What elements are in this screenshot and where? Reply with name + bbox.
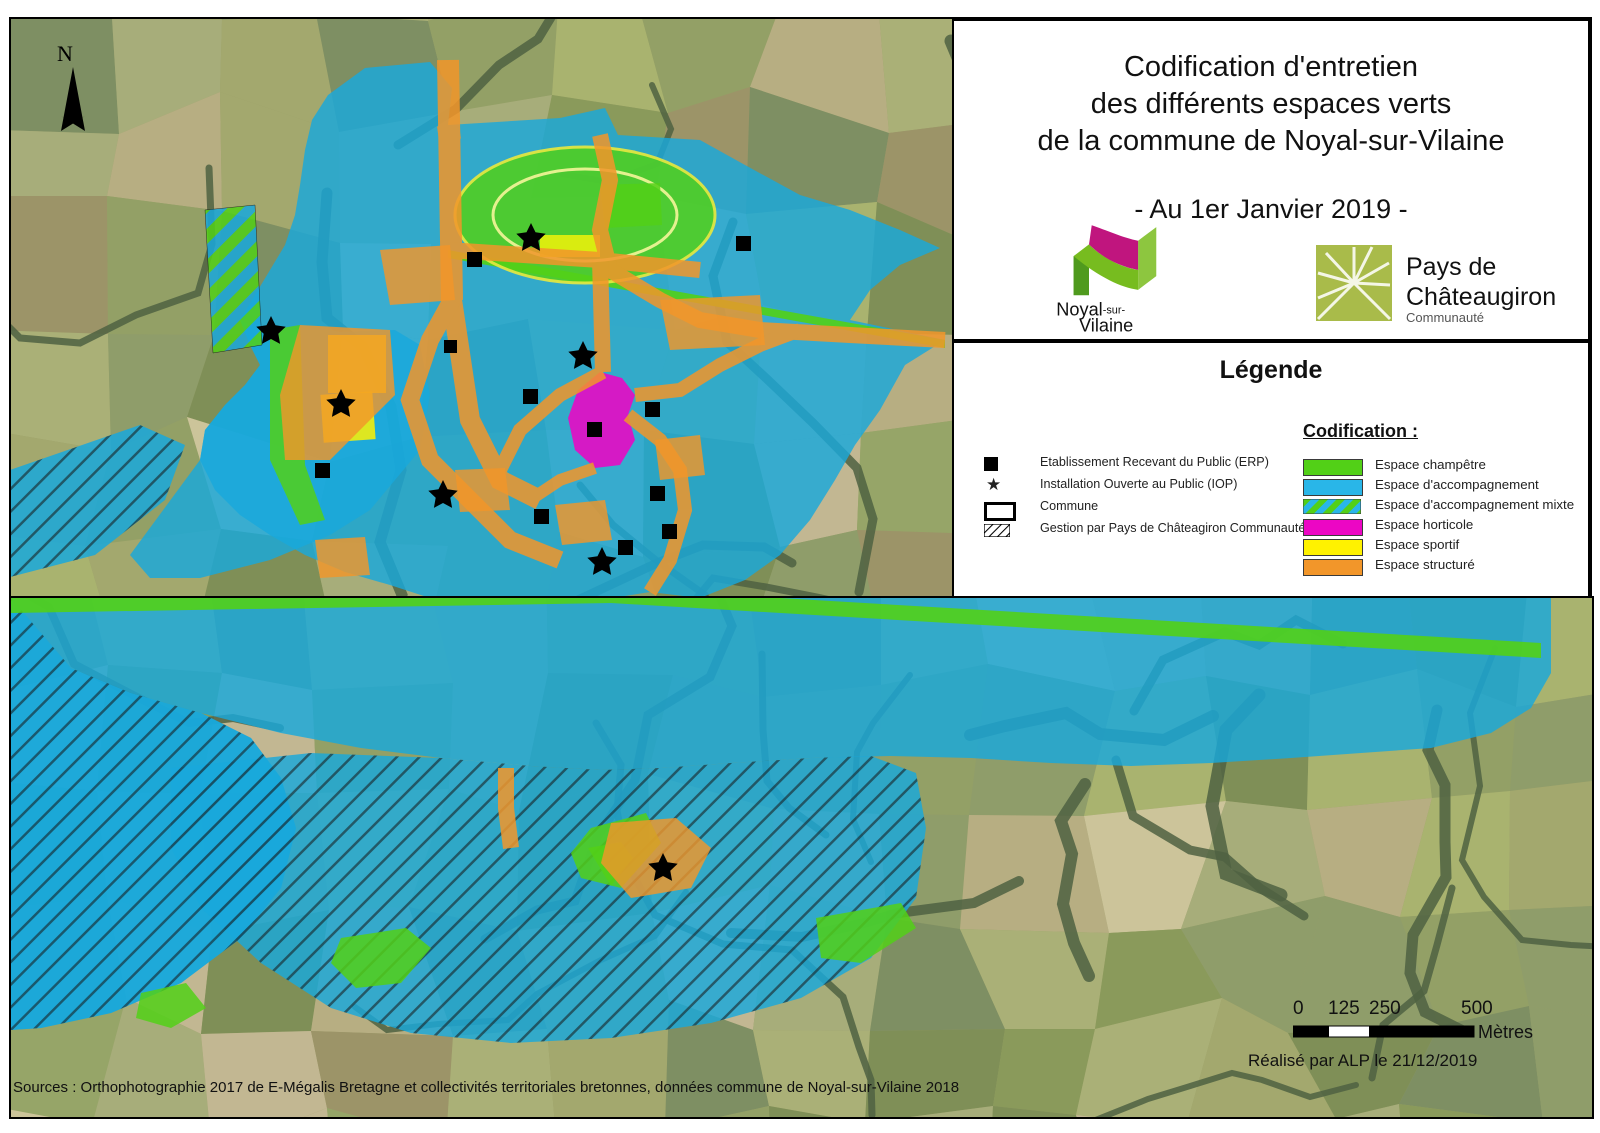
svg-text:500: 500 [1461,998,1493,1019]
svg-text:0: 0 [1293,998,1304,1019]
svg-text:Châteaugiron: Châteaugiron [1406,283,1556,311]
svg-text:Pays de: Pays de [1406,253,1496,281]
svg-text:Communauté: Communauté [1406,310,1484,325]
svg-text:125: 125 [1328,998,1360,1019]
svg-text:Mètres: Mètres [1478,1022,1533,1042]
svg-text:Vilaine: Vilaine [1079,316,1133,336]
svg-text:250: 250 [1369,998,1401,1019]
svg-text:N: N [57,41,73,66]
